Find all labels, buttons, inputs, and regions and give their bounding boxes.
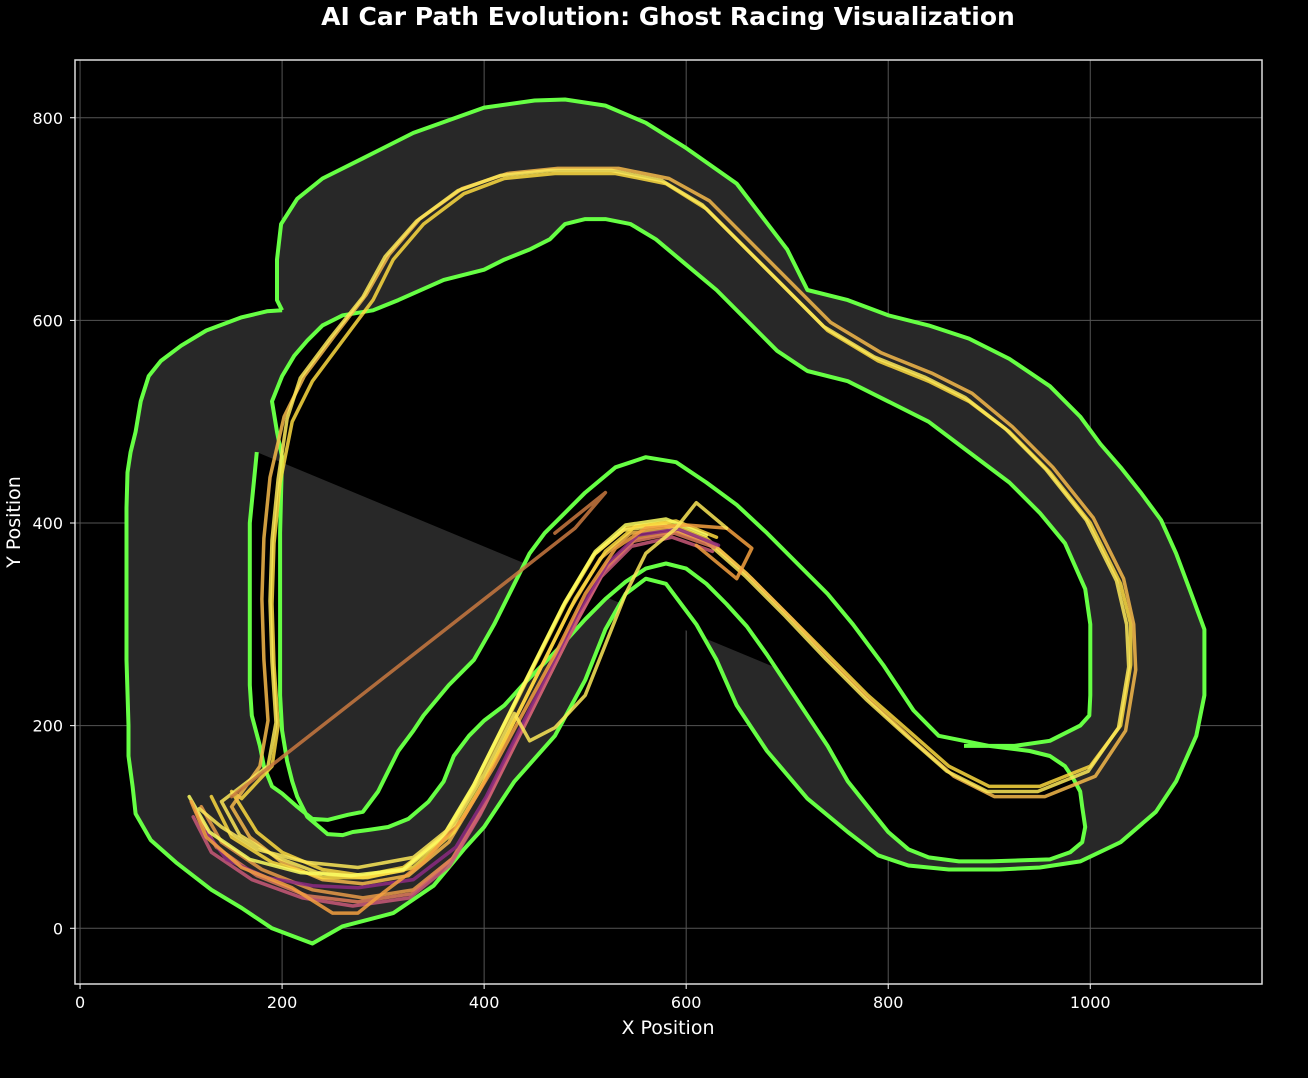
y-tick-label: 200 — [32, 717, 63, 736]
track-infield — [249, 219, 1091, 862]
x-tick-label: 200 — [267, 993, 298, 1012]
x-tick-label: 600 — [671, 993, 702, 1012]
ai-car-path — [187, 517, 709, 878]
x-tick-label: 1000 — [1070, 993, 1111, 1012]
x-tick-label: 0 — [75, 993, 85, 1012]
tick-layer: 0 200 400 600 800 1000 0 200 400 600 800 — [32, 109, 1110, 1012]
y-tick-label: 800 — [32, 109, 63, 128]
y-tick-label: 600 — [32, 311, 63, 330]
ai-car-path — [204, 527, 721, 890]
chart-title: AI Car Path Evolution: Ghost Racing Visu… — [321, 2, 1015, 31]
ai-car-path — [229, 490, 608, 799]
x-axis-label: X Position — [621, 1017, 714, 1039]
ai-car-path — [191, 535, 715, 908]
ai-car-path — [189, 523, 754, 915]
y-axis-label: Y Position — [3, 476, 25, 569]
y-tick-label: 400 — [32, 514, 63, 533]
path-layer — [187, 166, 1138, 915]
axes-frame — [74, 59, 1263, 985]
y-tick-label: 0 — [53, 919, 63, 938]
ai-car-path — [197, 500, 729, 870]
x-tick-label: 400 — [469, 993, 500, 1012]
x-tick-label: 800 — [873, 993, 904, 1012]
track-outer-boundary — [124, 97, 1207, 946]
